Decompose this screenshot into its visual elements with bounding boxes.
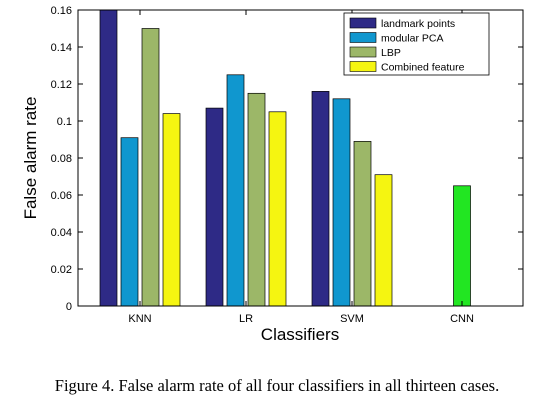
legend: landmark points modular PCA LBP Combined fe… [343,12,490,76]
y-tick-label: 0.06 [51,190,72,202]
legend-swatch [349,17,377,29]
y-tick-label: 0 [66,301,72,313]
y-tick-label: 0.1 [57,116,72,128]
legend-label: Combined feature [381,62,465,74]
y-tick-label: 0.08 [51,153,72,165]
y-tick-label: 0.04 [51,227,72,239]
x-tick-label: LR [239,313,253,325]
bar-svm-combined-feature [374,174,393,307]
legend-swatch [349,61,377,72]
legend-swatch [349,32,377,43]
bar-lr-landmark-points [205,107,224,307]
x-tick-label: CNN [450,313,474,325]
bar-lr-lbp [247,92,266,307]
legend-swatch [349,46,377,58]
bar-lr-modular-pca [226,74,245,307]
x-tick-label: KNN [128,313,151,325]
bar-cnn [453,185,471,307]
bars-group [99,9,471,307]
x-tick-label: SVM [340,313,364,325]
bar-svm-landmark-points [311,91,330,307]
bar-svm-modular-pca [332,98,351,307]
legend-label: landmark points [381,18,455,30]
bar-knn-combined-feature [162,113,181,307]
bar-svm-lbp [353,141,372,307]
y-axis-label: False alarm rate [21,97,40,220]
y-tick-label: 0.12 [51,79,72,91]
legend-label: LBP [381,47,401,59]
bar-knn-modular-pca [120,137,139,307]
bar-chart: 0 0.02 0.04 0.06 0.08 0.1 0.12 0.14 0.16 KNN LR SVM… [21,5,524,344]
bar-lr-combined-feature [268,111,287,307]
y-tick-label: 0.02 [51,264,72,276]
x-axis-label: Classifiers [261,325,339,344]
legend-label: modular PCA [381,33,443,45]
figure-caption: Figure 4. False alarm rate of all four c… [54,376,500,395]
bar-knn-landmark-points [99,9,118,307]
axes-group: 0 0.02 0.04 0.06 0.08 0.1 0.12 0.14 0.16 KNN LR SVM… [51,5,524,325]
y-tick-label: 0.14 [51,42,72,54]
y-tick-label: 0.16 [51,5,72,17]
bar-knn-lbp [141,28,160,307]
